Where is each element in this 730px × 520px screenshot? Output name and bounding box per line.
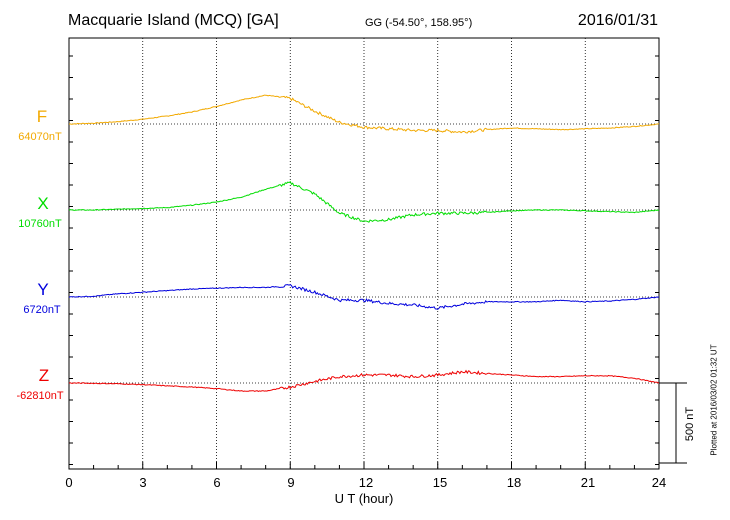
series-line-y <box>68 284 660 310</box>
station-coordinates: GG (-54.50°, 158.95°) <box>365 17 473 29</box>
series-line-x <box>68 180 660 223</box>
series-line-z <box>68 369 660 392</box>
series-baseline-x: 10760nT <box>18 218 62 230</box>
series-baseline-z: -62810nT <box>16 390 64 402</box>
plotted-timestamp: Plotted at 2016/03/02 01:32 UT <box>709 344 719 456</box>
series-baseline-f: 64070nT <box>18 131 62 143</box>
x-tick-label: 9 <box>287 475 295 490</box>
chart-date: 2016/01/31 <box>577 12 658 29</box>
series-name-f: F <box>36 107 48 126</box>
series-line-f <box>68 94 660 134</box>
x-tick-label: 18 <box>506 475 522 490</box>
chart-title: Macquarie Island (MCQ) [GA] <box>68 12 279 29</box>
x-tick-label: 0 <box>65 475 73 490</box>
series-name-z: Z <box>38 366 50 385</box>
x-tick-label: 6 <box>213 475 221 490</box>
series-name-x: X <box>37 194 49 213</box>
series-baseline-y: 6720nT <box>23 304 61 316</box>
scale-bar-label: 500 nT <box>684 406 696 442</box>
series-name-y: Y <box>37 280 49 299</box>
x-tick-label: 15 <box>432 475 448 490</box>
x-tick-label: 21 <box>580 475 596 490</box>
x-tick-label: 3 <box>139 475 147 490</box>
x-tick-label: 12 <box>358 475 374 490</box>
x-tick-label: 24 <box>651 475 667 490</box>
x-axis-label: U T (hour) <box>334 491 394 506</box>
